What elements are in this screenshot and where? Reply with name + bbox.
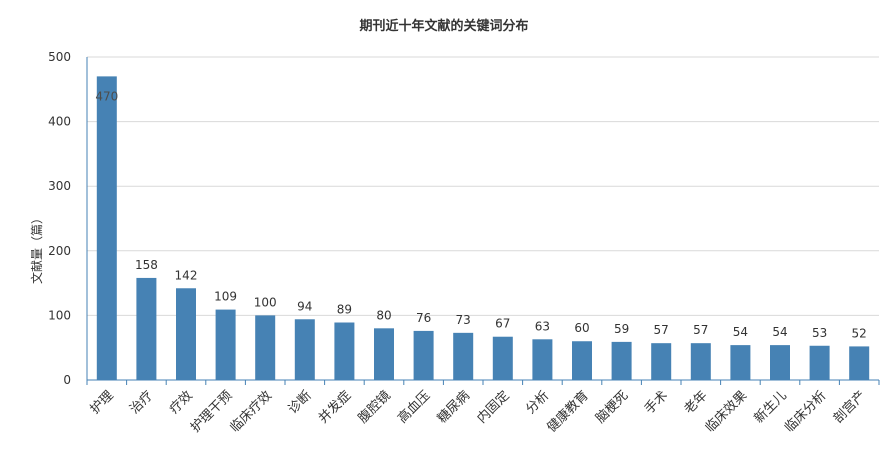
bar[interactable]	[176, 288, 196, 380]
axis-layer	[86, 57, 880, 385]
data-label: 52	[852, 326, 867, 340]
bar[interactable]	[809, 345, 830, 380]
bar[interactable]	[770, 345, 790, 380]
bar[interactable]	[730, 345, 751, 380]
bar[interactable]	[849, 346, 870, 380]
chart-title: 期刊近十年文献的关键词分布	[359, 18, 528, 34]
data-label: 89	[337, 303, 352, 317]
bar[interactable]	[572, 341, 592, 380]
data-label: 109	[214, 290, 237, 304]
data-label: 63	[535, 319, 550, 333]
bar[interactable]	[294, 319, 315, 380]
y-tick-label: 500	[48, 50, 71, 64]
bar[interactable]	[453, 332, 474, 380]
y-tick-label: 100	[48, 308, 71, 322]
bar[interactable]	[651, 343, 672, 380]
data-label: 142	[175, 268, 198, 282]
data-label: 94	[297, 299, 312, 313]
bar[interactable]	[96, 76, 117, 380]
bar[interactable]	[611, 341, 632, 380]
data-label: 60	[574, 321, 589, 335]
y-tick-label: 200	[48, 244, 71, 258]
data-label: 76	[416, 311, 431, 325]
bar[interactable]	[215, 309, 236, 380]
y-tick-label: 400	[48, 115, 71, 129]
data-label: 100	[254, 295, 277, 309]
bar-layer	[96, 76, 870, 380]
data-label: 53	[812, 326, 827, 340]
data-label: 57	[693, 323, 708, 337]
data-label: 470	[95, 89, 118, 103]
grid-layer	[87, 56, 879, 316]
data-label: 67	[495, 317, 510, 331]
bar[interactable]	[532, 339, 553, 380]
bar[interactable]	[374, 328, 394, 380]
y-tick-label: 0	[63, 373, 71, 387]
y-axis-title: 文献量（篇）	[29, 212, 44, 284]
data-label: 54	[733, 325, 748, 339]
bar[interactable]	[136, 277, 157, 380]
data-label: 54	[772, 325, 787, 339]
data-label: 158	[135, 258, 158, 272]
bar[interactable]	[492, 336, 513, 380]
bar[interactable]	[334, 322, 355, 380]
data-label: 80	[376, 308, 391, 322]
bar[interactable]	[255, 315, 276, 380]
bar[interactable]	[690, 343, 711, 380]
data-label: 57	[654, 323, 669, 337]
data-label: 73	[456, 313, 471, 327]
y-tick-label: 300	[48, 179, 71, 193]
bar[interactable]	[413, 330, 434, 380]
data-label: 59	[614, 322, 629, 336]
